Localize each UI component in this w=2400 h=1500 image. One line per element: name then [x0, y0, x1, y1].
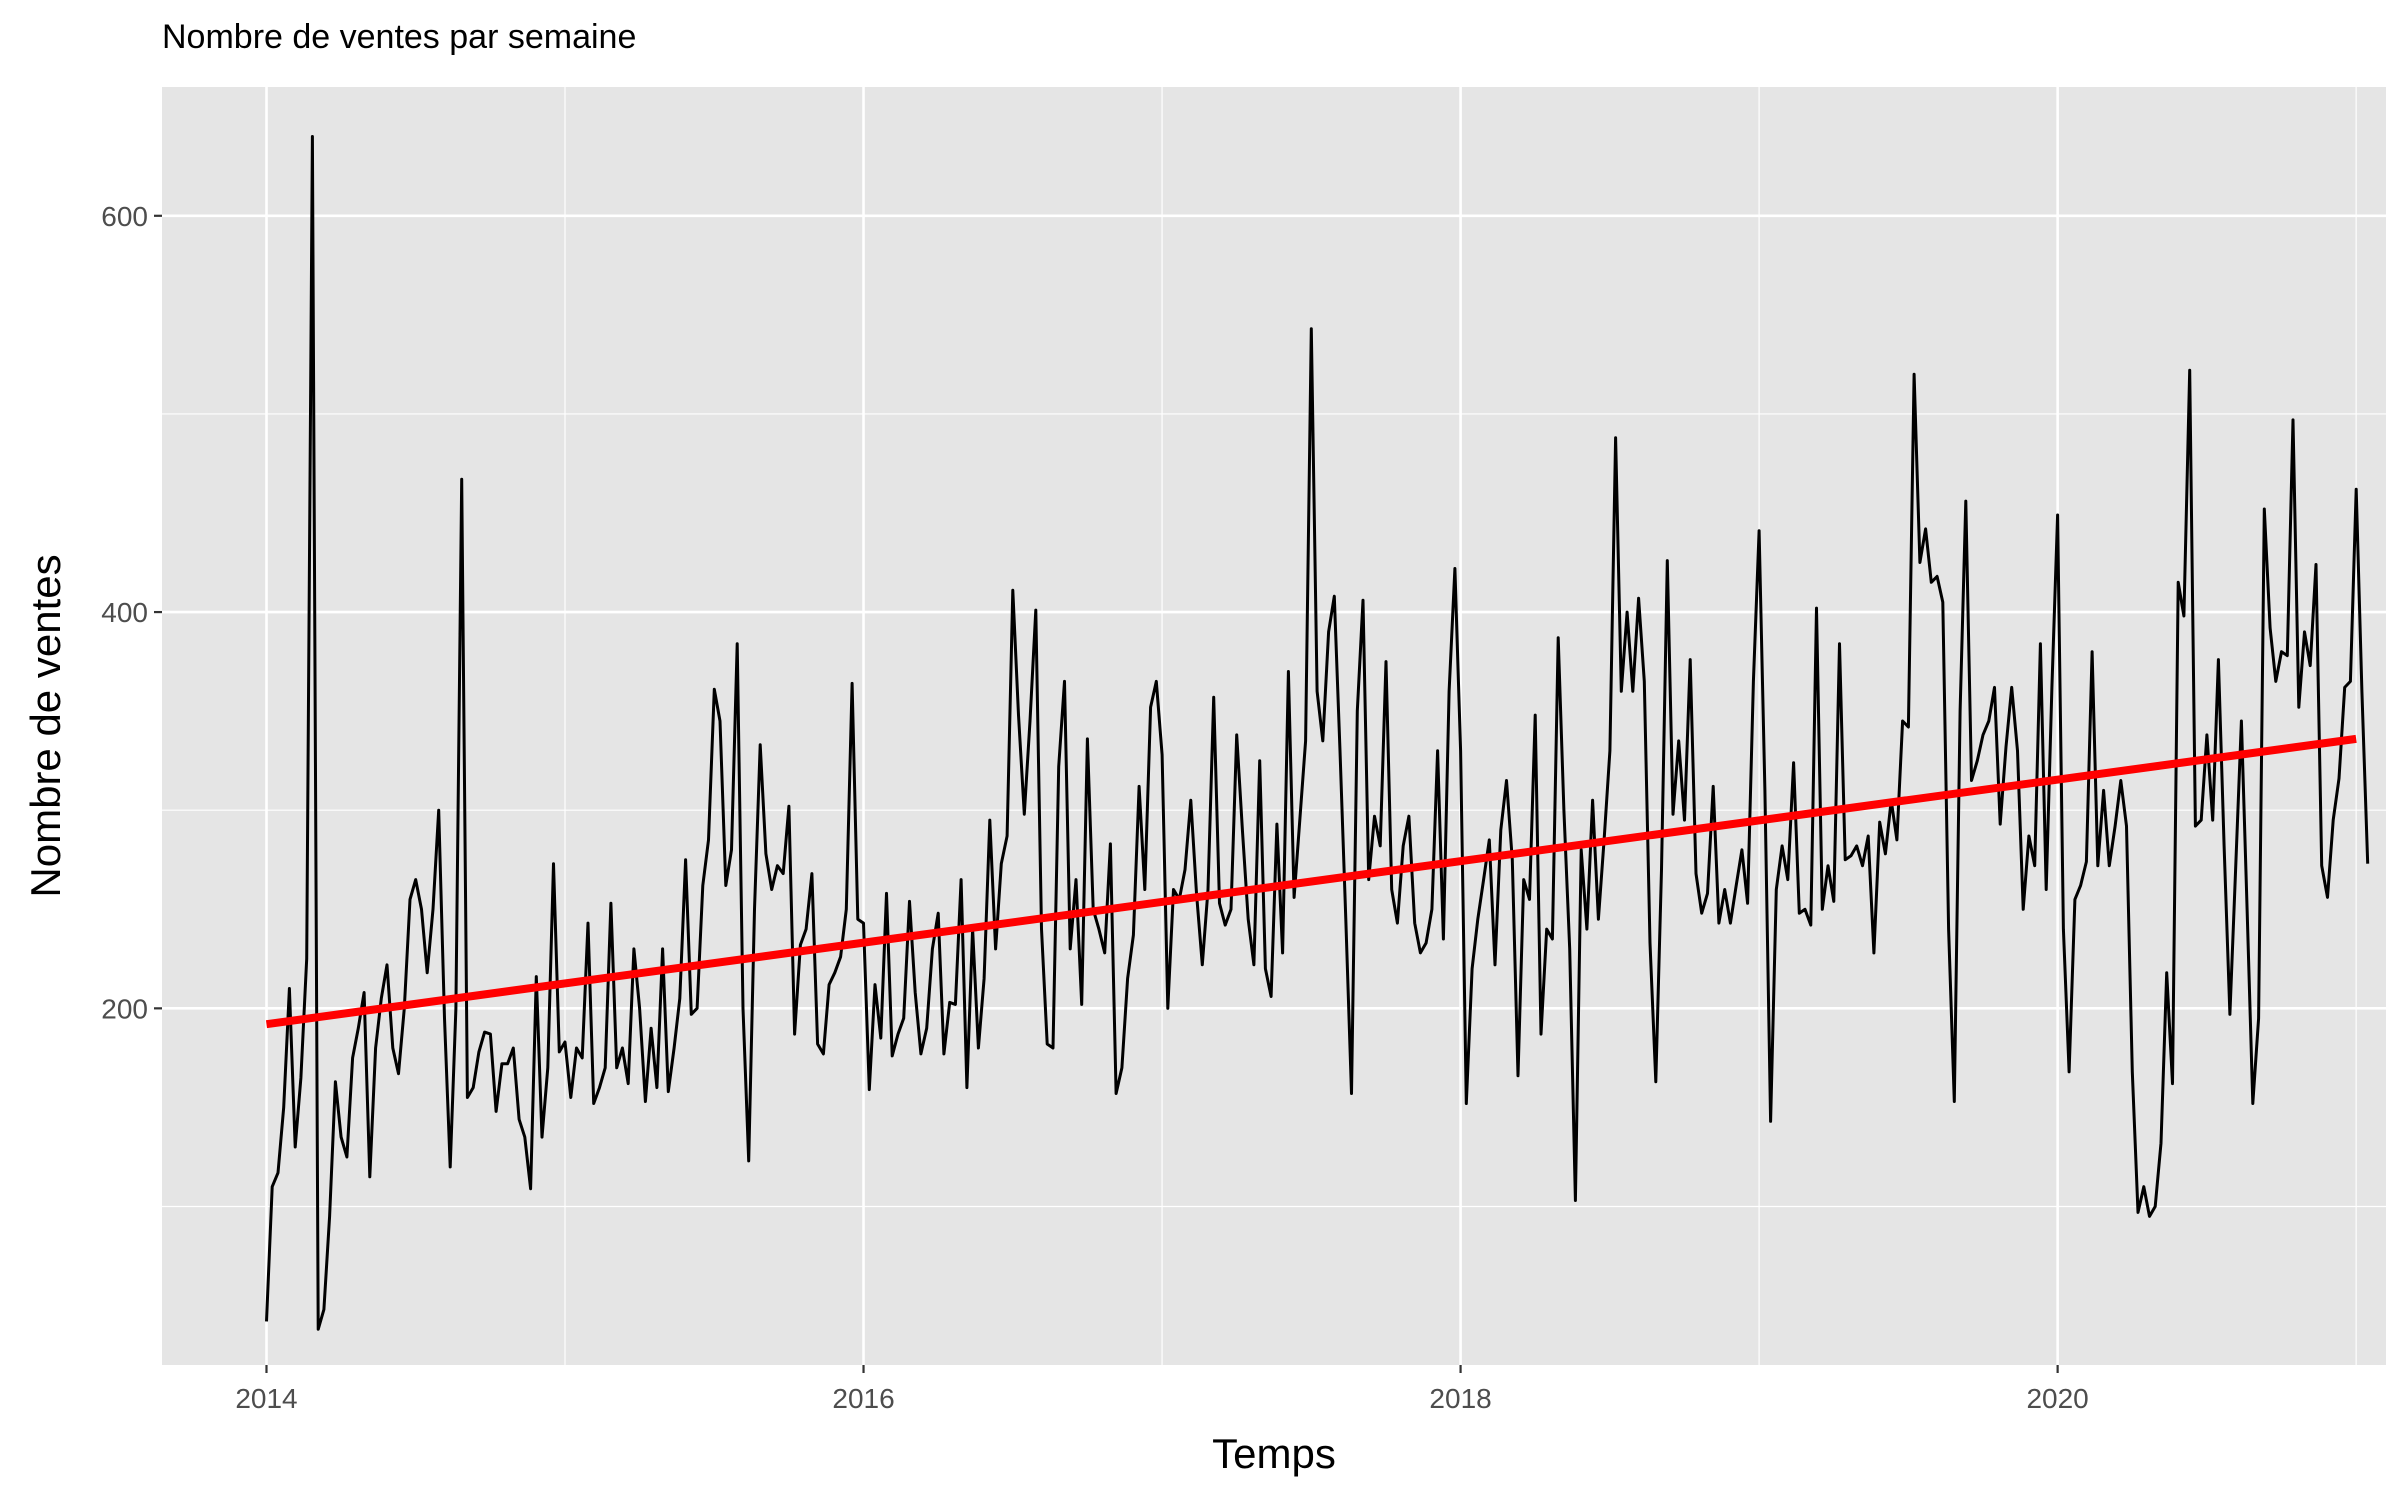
- plot-panel: [162, 87, 2386, 1365]
- x-axis-ticks: 2014 2016 2018 2020: [235, 1365, 2089, 1414]
- x-tick-label: 2016: [832, 1383, 894, 1414]
- y-axis-ticks: 200 400 600: [101, 201, 162, 1024]
- x-axis-title: Temps: [1212, 1430, 1336, 1477]
- chart-title: Nombre de ventes par semaine: [162, 18, 637, 56]
- x-tick-label: 2014: [235, 1383, 297, 1414]
- y-tick-label: 600: [101, 201, 148, 232]
- y-tick-label: 200: [101, 993, 148, 1024]
- trend-line: [265, 734, 2357, 1029]
- y-tick-label: 400: [101, 597, 148, 628]
- y-axis-title: Nombre de ventes: [22, 554, 69, 897]
- x-tick-label: 2020: [2026, 1383, 2088, 1414]
- series-line-weekly-sales: [265, 135, 2370, 1331]
- grid-minor: [162, 87, 2386, 1365]
- x-tick-label: 2018: [1429, 1383, 1491, 1414]
